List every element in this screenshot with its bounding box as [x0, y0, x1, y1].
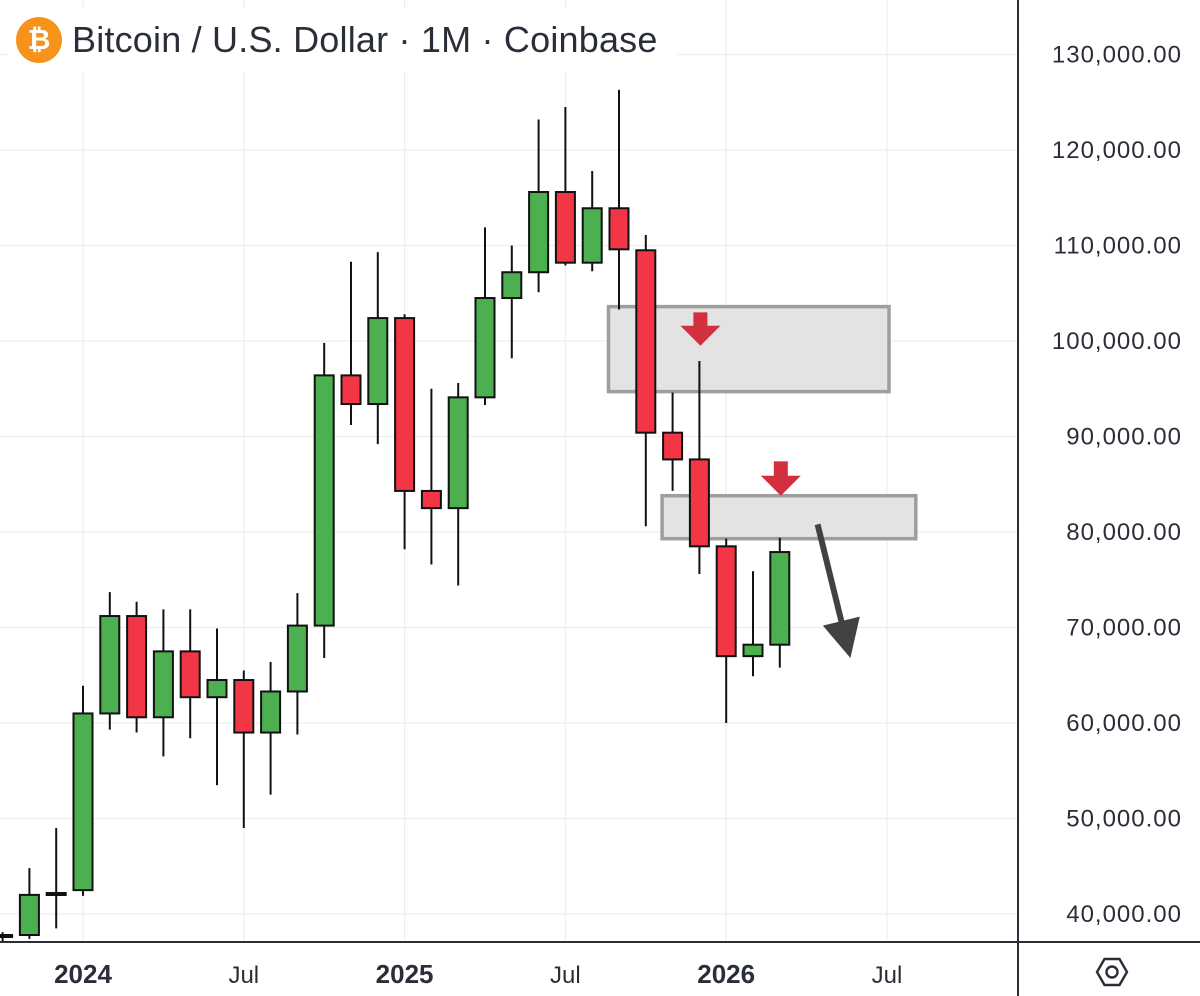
candle: [608, 89, 630, 310]
candle: [340, 261, 362, 426]
price-axis-panel: [1018, 0, 1200, 996]
candle-body: [0, 934, 14, 939]
price-tick-label: 120,000.00: [1052, 137, 1182, 164]
candle-body: [501, 271, 523, 300]
price-tick-label: 100,000.00: [1052, 328, 1182, 355]
hexagon-outline: [1095, 957, 1129, 987]
candle: [313, 342, 335, 659]
candle: [635, 234, 657, 527]
candle-body: [474, 297, 496, 399]
time-tick-label: 2026: [697, 959, 755, 989]
bitcoin-logo-icon: ₿: [16, 17, 62, 63]
candle: [715, 538, 737, 723]
settings-hexagon-icon[interactable]: [1095, 957, 1129, 987]
candle-body: [608, 207, 630, 251]
time-tick-label: 2024: [54, 959, 112, 989]
candle-body: [260, 690, 282, 734]
trend-arrow-head-icon: [822, 616, 860, 659]
candle-body: [126, 615, 148, 719]
candle-body: [742, 643, 764, 658]
price-tick-label: 60,000.00: [1066, 710, 1182, 737]
candle: [688, 361, 710, 575]
candle: [18, 868, 40, 939]
time-tick-label: 2025: [376, 959, 434, 989]
price-tick-label: 80,000.00: [1066, 519, 1182, 546]
candle-body: [420, 489, 442, 510]
candle-body: [340, 374, 362, 406]
candle-body: [662, 431, 684, 461]
candle-body: [394, 317, 416, 492]
chart-title-bar: ₿ Bitcoin / U.S. Dollar · 1M · Coinbase: [8, 8, 676, 72]
candle-body: [179, 650, 201, 699]
candle: [394, 314, 416, 550]
candle-body: [447, 396, 469, 510]
candle-body: [206, 679, 228, 699]
price-tick-label: 110,000.00: [1054, 233, 1182, 260]
candle-body: [635, 249, 657, 434]
candle: [662, 392, 684, 491]
candle: [45, 828, 67, 929]
candle-body: [72, 712, 94, 892]
chart-title: Bitcoin / U.S. Dollar · 1M · Coinbase: [72, 19, 658, 60]
candle: [528, 119, 550, 293]
time-axis-panel: [0, 942, 1200, 996]
red-down-arrow-icon: [680, 312, 721, 346]
candle: [581, 171, 603, 272]
candle: [260, 661, 282, 795]
candle-body: [286, 624, 308, 693]
candle: [367, 252, 389, 445]
price-tick-label: 90,000.00: [1066, 424, 1182, 451]
candle-body: [367, 317, 389, 406]
price-tick-label: 130,000.00: [1052, 42, 1182, 69]
candle: [286, 593, 308, 735]
candle-body: [233, 679, 255, 734]
candle: [72, 685, 94, 896]
candle-body: [99, 615, 121, 715]
candle-body: [769, 551, 791, 646]
candle-body: [18, 893, 40, 937]
red-down-arrow-icon: [760, 461, 801, 496]
trend-arrow-shaft: [814, 523, 845, 624]
price-tick-label: 40,000.00: [1066, 901, 1182, 928]
candle: [769, 537, 791, 668]
candle: [99, 592, 121, 730]
candle: [206, 628, 228, 786]
candle: [501, 245, 523, 359]
candle: [233, 670, 255, 829]
time-tick-label: Jul: [872, 962, 903, 989]
candle-body: [715, 545, 737, 658]
time-tick-label: Jul: [550, 962, 581, 989]
bitcoin-logo-glyph: ₿: [27, 24, 51, 55]
candle-body: [581, 207, 603, 264]
candle: [474, 227, 496, 405]
candle-body: [45, 891, 67, 896]
candle: [179, 609, 201, 739]
candle: [0, 932, 14, 943]
candle: [420, 388, 442, 565]
candle-body: [688, 458, 710, 548]
candle: [554, 107, 576, 266]
candle-body: [528, 191, 550, 274]
candle: [742, 571, 764, 677]
candle: [152, 609, 174, 757]
candle-body: [152, 650, 174, 719]
hexagon-center: [1105, 965, 1119, 979]
candle-body: [554, 191, 576, 264]
price-tick-label: 50,000.00: [1066, 806, 1182, 833]
time-tick-label: Jul: [228, 962, 259, 989]
grid: [0, 0, 1018, 942]
candle: [447, 383, 469, 586]
candle-body: [313, 374, 335, 627]
candles: [0, 89, 791, 943]
price-tick-label: 70,000.00: [1066, 615, 1182, 642]
candle: [126, 601, 148, 733]
